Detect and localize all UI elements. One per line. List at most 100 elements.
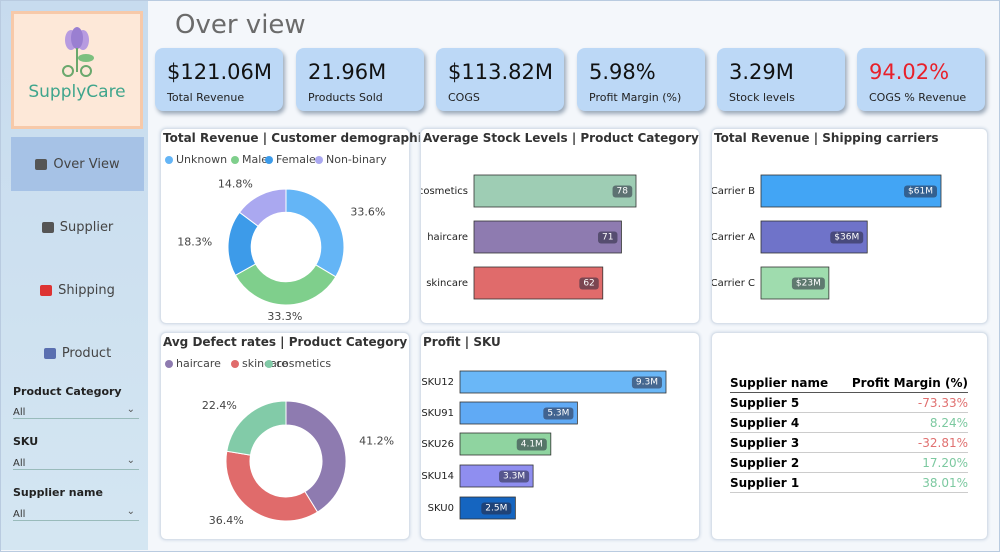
category-label: Carrier B <box>712 186 755 197</box>
nav-item[interactable]: Product <box>11 326 144 380</box>
kpi-card: 5.98% Profit Margin (%) <box>577 48 705 111</box>
chart: Carrier B $61M Carrier A $36M Carrier C $23M <box>712 174 942 300</box>
data-label: $61M <box>908 187 933 197</box>
data-label-bg <box>481 502 512 515</box>
category-label: SKU26 <box>421 439 454 450</box>
kpi-value: 94.02% <box>869 60 950 84</box>
table-cell: 17.20% <box>922 455 968 470</box>
kpi-value: 3.29M <box>729 60 794 84</box>
legend-label: Non-binary <box>326 153 387 166</box>
category-label: Carrier A <box>712 232 755 243</box>
legend-swatch <box>265 360 273 368</box>
category-label: Carrier C <box>712 278 755 289</box>
chart: Unknown Male Female Non-binary 33.6% 33.3% 18.… <box>165 153 387 323</box>
data-label: 4.1M <box>521 440 543 450</box>
kpi-value: $113.82M <box>448 60 553 84</box>
data-label-bg <box>516 438 547 451</box>
legend-item: cosmetics <box>265 357 331 370</box>
chart-title: Total Revenue | Shipping carriers <box>714 131 939 145</box>
category-label: SKU14 <box>421 471 454 482</box>
legend-item: Female <box>265 153 316 166</box>
filter-label: Product Category <box>13 385 122 398</box>
data-label: 3.3M <box>503 472 525 482</box>
nav-item[interactable]: Shipping <box>11 263 144 317</box>
donut-slice <box>225 450 319 522</box>
chart: cosmetics 78 haircare 71 skincare 62 <box>421 174 637 300</box>
category-label: SKU91 <box>421 408 454 419</box>
table-cell: Supplier 4 <box>730 415 800 430</box>
filter-dropdown[interactable]: All ⌄ <box>13 506 139 521</box>
donut-slice <box>285 188 345 278</box>
chart-title: Total Revenue | Customer demographics <box>163 131 437 145</box>
filter-dropdown[interactable]: All ⌄ <box>13 455 139 470</box>
page-title: Over view <box>175 10 306 40</box>
bar <box>473 220 622 254</box>
filter-value: All <box>13 509 26 520</box>
filter-dropdown[interactable]: All ⌄ <box>13 404 139 419</box>
logo-text: SupplyCare <box>28 82 126 102</box>
data-label-bg <box>598 231 618 244</box>
legend-label: Female <box>276 153 316 166</box>
nav-item[interactable]: Over View <box>11 137 144 191</box>
filter-value: All <box>13 407 26 418</box>
data-label-bg <box>631 376 662 389</box>
legend-item: Unknown <box>165 153 227 166</box>
data-label: 71 <box>602 233 613 243</box>
kpi-label: Stock levels <box>729 91 795 104</box>
legend-label: Unknown <box>176 153 227 166</box>
data-label-bg <box>579 277 599 290</box>
donut-slice <box>285 400 347 513</box>
bar <box>459 370 667 394</box>
chart-panel: Average Stock Levels | Product Category c… <box>420 128 700 324</box>
kpi-value: $121.06M <box>167 60 272 84</box>
data-label-bg <box>612 185 633 198</box>
logo: SupplyCare <box>11 11 143 129</box>
sidebar: SupplyCare Over View Supplier Shipping P… <box>1 1 148 550</box>
table-header[interactable]: Supplier name <box>730 375 829 390</box>
filter-label: Supplier name <box>13 486 103 499</box>
table-panel: Supplier name Profit Margin (%) Supplier… <box>711 332 988 540</box>
table-row: Supplier 4 8.24% <box>730 413 968 433</box>
table-row: Supplier 1 38.01% <box>730 473 968 493</box>
donut-slice <box>234 263 337 306</box>
donut-slice <box>226 400 287 456</box>
nav-item[interactable]: Supplier <box>11 200 144 254</box>
table-cell: Supplier 3 <box>730 435 800 450</box>
kpi-label: COGS % Revenue <box>869 91 967 104</box>
chart-panel: Avg Defect rates | Product Category hairc… <box>160 332 410 540</box>
table-cell: 38.01% <box>922 475 968 490</box>
data-label: 33.6% <box>350 206 385 219</box>
table-cell: Supplier 2 <box>730 455 800 470</box>
kpi-label: Profit Margin (%) <box>589 91 682 104</box>
legend-swatch <box>231 156 239 164</box>
category-label: cosmetics <box>421 186 468 197</box>
bar <box>473 174 637 208</box>
data-label-bg <box>543 407 574 420</box>
nav-label: Supplier <box>59 219 114 235</box>
chart-panel: Total Revenue | Customer demographics Unk… <box>160 128 436 324</box>
data-label-bg <box>904 185 937 198</box>
chart-title: Profit | SKU <box>423 335 501 349</box>
data-label: 62 <box>583 279 594 289</box>
table-cell: -73.33% <box>917 395 968 410</box>
data-label: 5.3M <box>547 409 569 419</box>
nav-label: Over View <box>53 156 120 172</box>
data-label-bg <box>830 231 864 244</box>
data-label: 9.3M <box>636 378 658 388</box>
category-label: haircare <box>427 232 468 243</box>
chart: SKU12 9.3M SKU91 5.3M SKU26 4.1M SKU14 3.3M SKU0… <box>421 370 667 520</box>
chart-panel: Profit | SKU SKU12 9.3M SKU91 5.3M SKU26 4.1M S… <box>420 332 700 540</box>
table-cell: Supplier 5 <box>730 395 800 410</box>
filter-label-text: Product Category <box>13 385 122 398</box>
table-row: Supplier 5 -73.33% <box>730 393 968 413</box>
filter-label: SKU <box>13 435 38 448</box>
kpi-value: 21.96M <box>308 60 387 84</box>
legend-label: Male <box>242 153 268 166</box>
chart-panel: Total Revenue | Shipping carriers Carrier… <box>711 128 988 324</box>
table-cell: 8.24% <box>929 415 968 430</box>
table-row: Supplier 2 17.20% <box>730 453 968 473</box>
kpi-label: COGS <box>448 91 480 104</box>
data-label: 2.5M <box>485 504 507 514</box>
table-header[interactable]: Profit Margin (%) <box>851 375 968 390</box>
